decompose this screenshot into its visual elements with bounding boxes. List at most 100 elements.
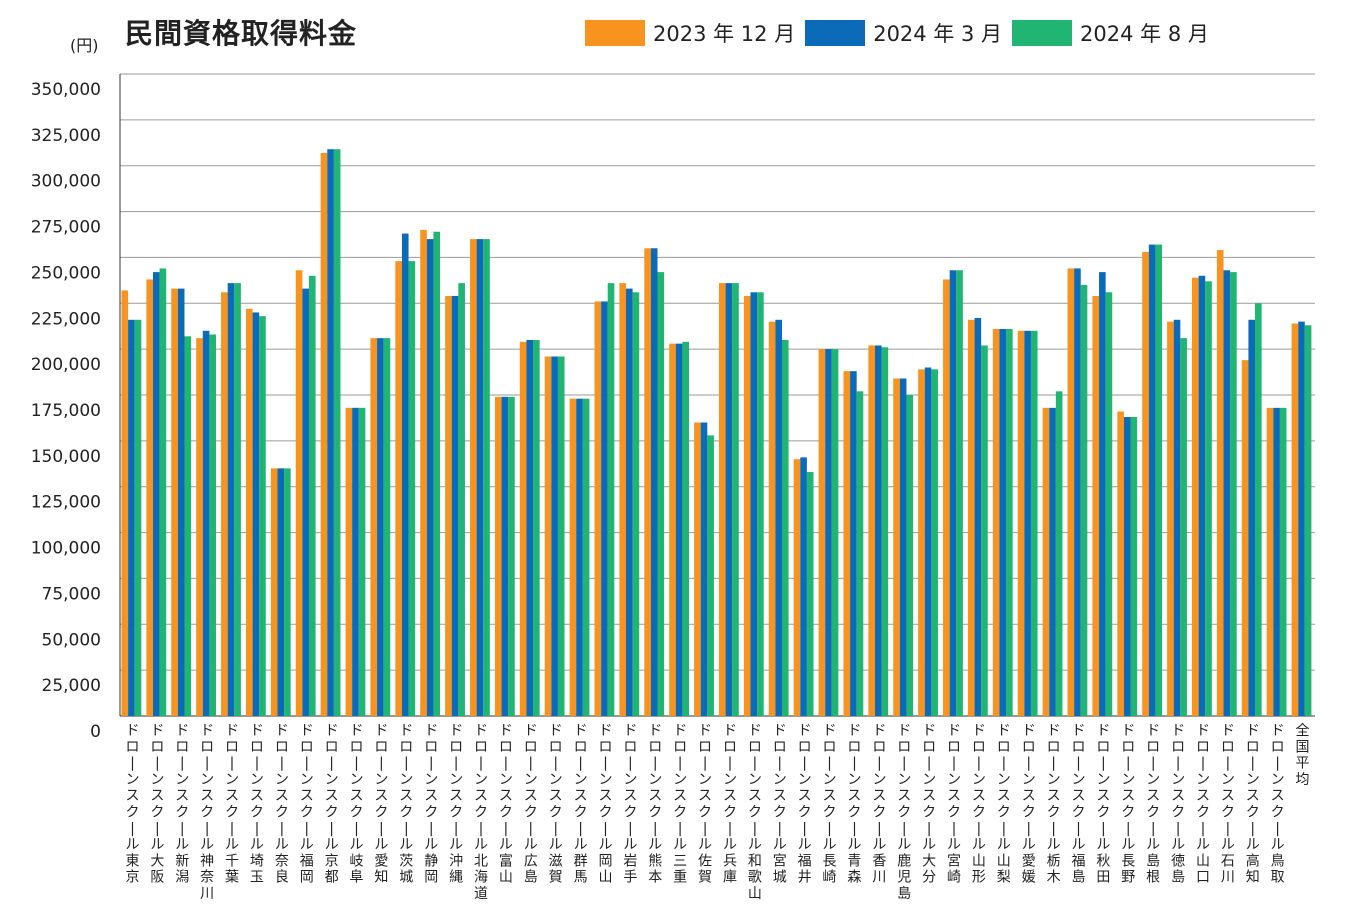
x-tick-label: ドロ|ンスク|ル岡山 <box>598 723 612 886</box>
bar <box>277 468 285 716</box>
x-tick-label: ドロ|ンスク|ル山形 <box>972 723 986 886</box>
bar <box>601 301 608 716</box>
bar <box>1080 284 1088 716</box>
bar <box>1055 391 1063 716</box>
x-tick-label: ドロ|ンスク|ル滋賀 <box>549 723 563 886</box>
bar <box>831 349 839 716</box>
bar <box>483 239 490 717</box>
bar <box>221 292 228 716</box>
bar <box>519 341 527 716</box>
bar <box>245 308 253 716</box>
bar <box>1255 303 1262 716</box>
bar <box>1298 321 1305 716</box>
bar <box>874 345 882 716</box>
x-tick-label: ドロ|ンスク|ル大阪 <box>150 723 164 886</box>
bar <box>302 288 309 716</box>
x-tick-label: ドロ|ンスク|ル福島 <box>1071 723 1085 886</box>
bar <box>1142 251 1149 716</box>
x-tick-label: ドロ|ンスク|ル山梨 <box>997 723 1011 886</box>
x-tick-label: ドロ|ンスク|ル埼玉 <box>250 723 264 886</box>
bar <box>408 261 416 716</box>
bar <box>1279 407 1287 716</box>
bar <box>476 239 484 717</box>
x-tick-label: ドロ|ンスク|ル和歌山 <box>748 723 762 902</box>
bar <box>967 319 975 716</box>
bar <box>345 407 353 716</box>
bar <box>234 283 241 716</box>
chart-title: 民間資格取得料金 <box>125 17 358 50</box>
x-tick-label: ドロ|ンスク|ル広島 <box>524 723 538 886</box>
legend-label-2024-03: 2024 年 3 月 <box>873 22 1003 46</box>
bar <box>725 283 733 716</box>
x-tick-label: ドロ|ンスク|ル三重 <box>673 723 687 886</box>
bar <box>924 367 932 716</box>
bar <box>850 371 857 716</box>
bar <box>494 396 502 716</box>
y-tick-label: 325,000 <box>31 126 101 146</box>
x-tick-label: ドロ|ンスク|ル長野 <box>1121 723 1135 886</box>
x-tick-label: ドロ|ンスク|ル栃木 <box>1047 723 1061 886</box>
legend-label-2024-08: 2024 年 8 月 <box>1080 22 1209 46</box>
bar <box>707 435 714 716</box>
bar <box>1273 407 1280 716</box>
bar <box>657 272 665 716</box>
bar <box>768 321 776 716</box>
bar <box>146 279 153 716</box>
bar <box>1148 244 1156 717</box>
bar <box>757 292 764 716</box>
chart-legend: 2023 年 12 月 2024 年 3 月 2024 年 8 月 <box>585 18 1219 48</box>
bar <box>270 468 278 716</box>
bar <box>1198 275 1206 716</box>
bar <box>1017 330 1025 716</box>
bar <box>607 283 615 716</box>
bar <box>259 316 266 716</box>
bar <box>800 457 807 716</box>
x-tick-label: ドロ|ンスク|ル高知 <box>1246 723 1260 886</box>
bar <box>401 233 409 716</box>
bar <box>184 336 192 716</box>
bar <box>956 270 963 716</box>
bar <box>931 369 938 716</box>
y-tick-label: 175,000 <box>31 401 101 421</box>
bar <box>999 328 1007 716</box>
y-tick-label: 0 <box>90 722 101 742</box>
bar <box>719 283 726 716</box>
bar <box>594 301 602 716</box>
bar <box>1248 319 1256 716</box>
bar <box>675 343 683 716</box>
bar <box>750 292 758 716</box>
y-tick-label: 75,000 <box>42 584 101 604</box>
x-tick-label: ドロ|ンスク|ル静岡 <box>424 723 438 886</box>
x-tick-label: ドロ|ンスク|ル鹿児島 <box>897 723 911 902</box>
bar <box>508 396 515 716</box>
bar <box>1092 295 1100 716</box>
bar <box>433 231 441 716</box>
x-tick-label: ドロ|ンスク|ル島根 <box>1146 723 1160 886</box>
x-tick-label: ドロ|ンスク|ル愛知 <box>374 723 388 886</box>
x-tick-label: ドロ|ンスク|ル北海道 <box>474 723 488 902</box>
bar <box>458 283 465 716</box>
bar <box>557 356 565 716</box>
x-tick-label: ドロ|ンスク|ル岩手 <box>623 723 637 886</box>
bar <box>308 275 316 716</box>
bar <box>202 330 210 716</box>
y-axis-unit: (円) <box>70 36 99 55</box>
x-tick-label: ドロ|ンスク|ル宮城 <box>773 723 787 886</box>
bar <box>669 343 676 716</box>
bar <box>470 239 477 717</box>
x-tick-label: ドロ|ンスク|ル山口 <box>1196 723 1210 886</box>
x-tick-label: ドロ|ンスク|ル京都 <box>325 723 339 886</box>
bar <box>1223 270 1231 716</box>
bar <box>1216 250 1224 716</box>
bar <box>159 268 167 716</box>
bar <box>868 345 875 716</box>
bar <box>252 312 260 716</box>
y-tick-label: 50,000 <box>42 630 101 650</box>
bar <box>533 339 540 716</box>
bar <box>644 248 651 716</box>
bar <box>981 345 988 716</box>
x-tick-label: ドロ|ンスク|ル福井 <box>798 723 812 886</box>
y-tick-label: 225,000 <box>31 309 101 329</box>
x-tick-label: ドロ|ンスク|ル鳥取 <box>1271 723 1285 886</box>
bar <box>582 398 590 716</box>
